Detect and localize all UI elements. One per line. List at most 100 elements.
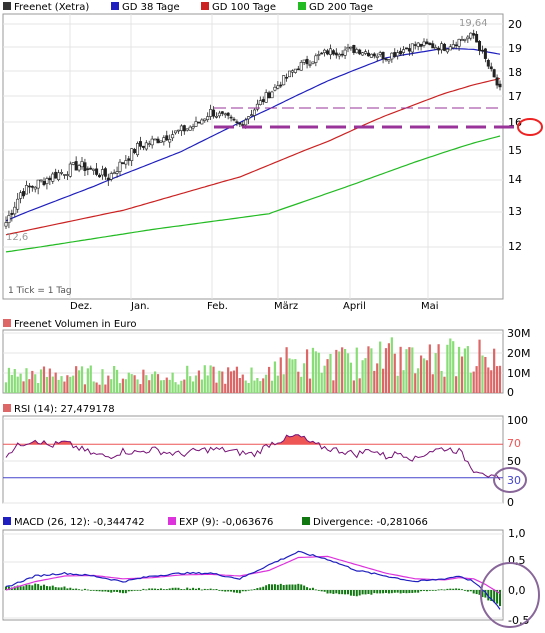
- candle-body: [331, 50, 335, 55]
- divergence-bar: [165, 589, 168, 590]
- candle-body: [372, 53, 376, 57]
- legend-swatch-divergence: [302, 517, 310, 525]
- divergence-bar: [472, 590, 475, 594]
- divergence-bar: [25, 584, 28, 590]
- volume-bar: [13, 369, 16, 393]
- main-plot-frame: [2, 13, 504, 300]
- volume-bar: [60, 376, 63, 393]
- candle-body: [121, 162, 125, 164]
- divergence-bars: [5, 583, 501, 607]
- divergence-bar: [148, 588, 151, 590]
- divergence-bar: [127, 590, 130, 592]
- candle-body: [10, 212, 14, 215]
- divergence-bar: [268, 584, 271, 590]
- volume-bar: [159, 380, 163, 393]
- candle-body: [98, 174, 102, 178]
- volume-bar: [460, 356, 464, 393]
- volume-bar: [250, 367, 253, 393]
- candle-body: [355, 49, 359, 54]
- divergence-bar: [481, 590, 484, 598]
- divergence-bar: [83, 588, 86, 590]
- candle-body: [402, 49, 406, 53]
- candle-body: [252, 109, 256, 116]
- divergence-bar: [297, 583, 300, 590]
- candle-body: [495, 77, 499, 86]
- volume-bar: [63, 381, 66, 393]
- divergence-bar: [390, 590, 393, 594]
- volume-bar: [314, 351, 317, 393]
- candle-body: [4, 222, 8, 227]
- divergence-bar: [285, 584, 288, 590]
- divergence-bar: [414, 590, 417, 593]
- volume-bar: [343, 348, 347, 393]
- candle-body: [437, 47, 441, 51]
- volume-bar: [174, 382, 177, 393]
- divergence-bar: [142, 588, 145, 590]
- candle-body: [466, 36, 470, 40]
- divergence-bar: [107, 590, 110, 593]
- candle-body: [361, 52, 365, 56]
- divergence-bar: [16, 585, 19, 590]
- volume-bar: [66, 375, 69, 393]
- legend-label-exp: EXP (9): -0,063676: [179, 517, 273, 528]
- volume-bar: [437, 344, 440, 393]
- divergence-bar: [455, 588, 458, 590]
- divergence-bar: [341, 590, 344, 595]
- divergence-bar: [379, 590, 382, 594]
- divergence-bar: [338, 590, 341, 595]
- candle-body: [136, 143, 140, 156]
- candle-body: [255, 103, 259, 110]
- volume-bar: [241, 374, 244, 393]
- volume-bar: [72, 375, 75, 393]
- volume-bar: [472, 371, 475, 393]
- macd-tick-1: 1,0: [508, 527, 526, 540]
- volume-bar: [45, 376, 49, 393]
- divergence-bar: [57, 587, 60, 590]
- volume-bar: [341, 347, 344, 393]
- candle-body: [159, 140, 163, 143]
- divergence-bar: [86, 589, 89, 591]
- main-xaxis: Dez. Jan. Feb. März April Mai: [70, 301, 439, 312]
- divergence-bar: [159, 588, 162, 590]
- candle-body: [214, 115, 218, 118]
- divergence-bar: [238, 590, 241, 594]
- volume-bar: [384, 348, 388, 393]
- candle-body: [118, 161, 122, 172]
- macd-circle-marker: [480, 562, 540, 628]
- candle-body: [235, 121, 239, 123]
- candle-body: [343, 49, 347, 56]
- candle-body: [425, 41, 429, 45]
- candle-body: [165, 135, 169, 141]
- volume-bar: [405, 349, 408, 393]
- candle-body: [483, 48, 487, 59]
- candle-body: [314, 55, 318, 63]
- candle-body: [7, 215, 11, 223]
- legend-label-ma100: GD 100 Tage: [212, 2, 276, 13]
- volume-bar: [197, 370, 201, 393]
- y-tick-17: 17: [508, 90, 522, 103]
- volume-grid: [3, 332, 503, 374]
- volume-bar: [218, 370, 221, 393]
- volume-title: Freenet Volumen in Euro: [14, 319, 136, 330]
- volume-bar: [484, 356, 487, 393]
- candle-body: [264, 92, 268, 103]
- volume-bar: [75, 366, 78, 393]
- x-tick-feb: Feb.: [207, 301, 228, 312]
- candle-body: [206, 116, 210, 120]
- divergence-bar: [387, 590, 390, 594]
- rsi-circle-marker: [493, 467, 527, 493]
- candle-body: [475, 33, 479, 43]
- candle-body: [445, 48, 449, 53]
- legend-swatch-ma200: [298, 2, 306, 10]
- divergence-bar: [461, 589, 463, 591]
- legend-label-ma38: GD 38 Tage: [122, 2, 180, 13]
- divergence-bar: [320, 590, 323, 592]
- divergence-bar: [452, 588, 455, 590]
- volume-bar: [107, 375, 110, 393]
- candle-body: [296, 68, 300, 71]
- divergence-bar: [484, 590, 487, 598]
- candle-body: [185, 128, 189, 131]
- volume-bar: [95, 382, 98, 393]
- candle-body: [22, 191, 26, 197]
